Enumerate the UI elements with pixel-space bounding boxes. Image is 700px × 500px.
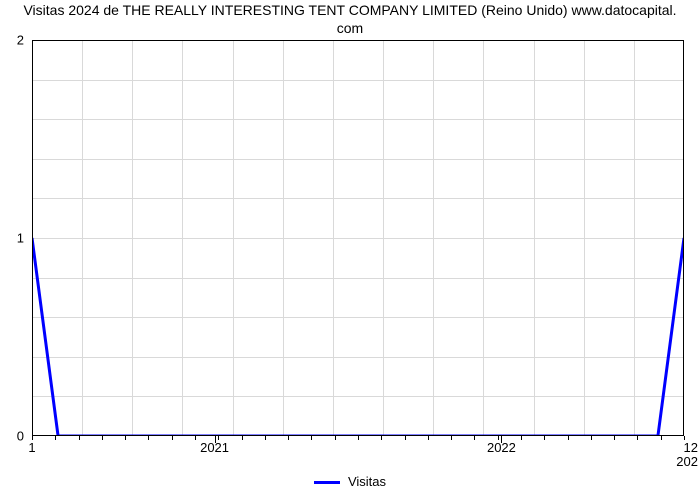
plot-area <box>32 40 684 436</box>
x-minor-tick <box>265 436 266 440</box>
x-minor-tick <box>172 436 173 440</box>
x-minor-tick <box>335 436 336 440</box>
x-right-edge-label-bottom: 202 <box>676 454 698 469</box>
x-minor-tick <box>125 436 126 440</box>
x-minor-tick <box>568 436 569 440</box>
x-minor-tick <box>637 436 638 440</box>
y-tick-label: 1 <box>4 231 24 246</box>
x-minor-tick <box>242 436 243 440</box>
x-minor-tick <box>55 436 56 440</box>
x-minor-tick <box>591 436 592 440</box>
y-tick-label: 0 <box>4 429 24 444</box>
x-tick-label: 2022 <box>487 440 516 455</box>
x-minor-tick <box>405 436 406 440</box>
plot-border <box>32 40 684 436</box>
x-minor-tick <box>288 436 289 440</box>
x-left-edge-label: 1 <box>28 440 35 455</box>
x-right-edge-label-top: 12 <box>684 440 698 455</box>
legend: Visitas <box>0 474 700 489</box>
chart-title-line2: com <box>337 20 363 36</box>
x-minor-tick <box>474 436 475 440</box>
x-minor-tick <box>148 436 149 440</box>
x-minor-tick <box>428 436 429 440</box>
x-minor-tick <box>195 436 196 440</box>
x-minor-tick <box>451 436 452 440</box>
x-minor-tick <box>358 436 359 440</box>
x-minor-tick <box>311 436 312 440</box>
x-tick-label: 2021 <box>200 440 229 455</box>
x-minor-tick <box>381 436 382 440</box>
x-minor-tick <box>614 436 615 440</box>
chart-title: Visitas 2024 de THE REALLY INTERESTING T… <box>0 2 700 37</box>
chart-title-line1: Visitas 2024 de THE REALLY INTERESTING T… <box>23 2 676 18</box>
x-minor-tick <box>544 436 545 440</box>
y-tick-label: 2 <box>4 33 24 48</box>
x-minor-tick <box>521 436 522 440</box>
legend-label: Visitas <box>348 474 386 489</box>
legend-swatch <box>314 481 340 484</box>
x-minor-tick <box>661 436 662 440</box>
x-minor-tick <box>102 436 103 440</box>
x-minor-tick <box>79 436 80 440</box>
